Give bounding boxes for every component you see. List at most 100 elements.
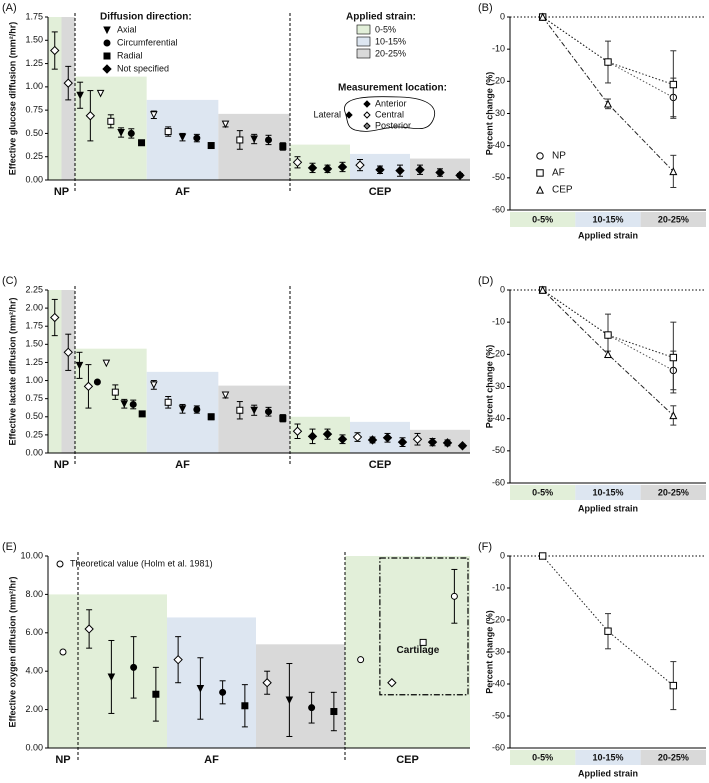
data-point [604,627,612,635]
panel-label: (F) [478,541,492,553]
legend-swatch [356,36,371,47]
y-tick-label: 0.50 [25,128,43,138]
group-label: NP [54,186,69,198]
data-point [164,128,172,136]
y-tick-label: -50 [492,710,505,720]
group-label: CEP [369,459,392,471]
data-point [196,684,205,693]
category-band [575,485,641,500]
category-band [575,750,641,765]
data-point [322,429,333,439]
legend-marker [102,64,112,74]
y-tick-label: -40 [492,140,505,150]
data-point [96,89,105,98]
panel-label: (E) [2,541,17,553]
data-point [83,381,94,392]
disc-outline [344,96,435,132]
data-point [308,704,316,712]
x-axis-label: Applied strain [578,230,638,240]
y-tick-label: 0.50 [25,411,43,421]
data-point [219,688,227,696]
legend-marker [535,185,545,194]
data-point [193,134,201,142]
data-point [120,400,129,408]
y-tick-label: 1.00 [25,375,43,385]
data-point [85,111,96,121]
data-point [457,441,468,451]
y-tick-label: 0 [500,284,505,294]
y-axis-label: Percent change (%) [484,72,494,156]
data-point [111,388,119,396]
data-point [84,624,94,634]
data-point [117,128,125,137]
legend-label: 20-25% [375,48,406,58]
data-point [538,552,547,560]
data-point [375,165,385,175]
data-point [419,638,427,646]
data-point [127,129,135,137]
strain-band [48,290,62,453]
y-tick-label: -10 [492,582,505,592]
y-tick-label: 1.00 [25,81,43,91]
legend-marker [536,152,544,160]
y-tick-label: 1.50 [25,339,43,349]
note: Theoretical value (Holm et al. 1981) [70,558,213,568]
legend-label: Circumferential [117,37,178,47]
data-point [292,426,303,436]
data-point [292,157,303,168]
legend-label: 10-15% [375,36,406,46]
y-axis-label: Effective glucose diffusion (mm²/hr) [7,22,17,176]
strain-band [345,556,470,748]
data-point [450,592,458,600]
y-tick-label: -30 [492,646,505,656]
data-point [412,434,423,444]
legend-marker [103,26,111,35]
data-point [382,433,393,443]
data-point [107,673,116,682]
y-tick-label: 1.50 [25,35,43,45]
legend-label: Anterior [375,98,407,108]
legend-label: Radial [117,50,143,60]
y-tick-label: -50 [492,445,505,455]
group-label: NP [55,754,70,766]
strain-band [218,113,290,180]
x-tick-label: 20-25% [658,214,689,224]
legend-title: Diffusion direction: [100,12,192,23]
x-axis-label: Applied strain [578,503,638,513]
data-point [357,656,365,664]
legend-swatch [356,48,371,59]
data-point [367,435,378,445]
y-tick-label: 0.75 [25,393,43,403]
data-point [669,80,678,89]
legend-swatch [356,24,371,35]
data-point [669,411,678,420]
group-label: CEP [369,186,392,198]
data-point [250,406,258,415]
data-point [207,142,215,150]
y-tick-label: 1.25 [25,357,43,367]
legend-marker [363,122,371,130]
category-band [640,212,706,227]
panel-label: (C) [2,275,17,287]
data-point [307,163,318,173]
x-tick-label: 10-15% [592,487,623,497]
y-tick-label: -20 [492,76,505,86]
y-axis-label: Percent change (%) [484,345,494,429]
y-tick-label: 8.00 [25,589,43,599]
y-tick-label: -60 [492,204,505,214]
panel-label: (B) [478,2,493,14]
data-point [152,690,160,698]
data-point [669,167,678,176]
y-tick-label: -40 [492,413,505,423]
data-point [221,391,230,400]
legend-marker [536,169,544,177]
y-tick-label: 0.75 [25,105,43,115]
legend-marker [363,100,371,108]
y-tick-label: 1.75 [25,321,43,331]
data-point [395,165,405,176]
data-point [102,359,111,368]
data-point [75,361,84,370]
y-tick-label: 0 [500,550,505,560]
y-tick-label: -30 [492,381,505,391]
